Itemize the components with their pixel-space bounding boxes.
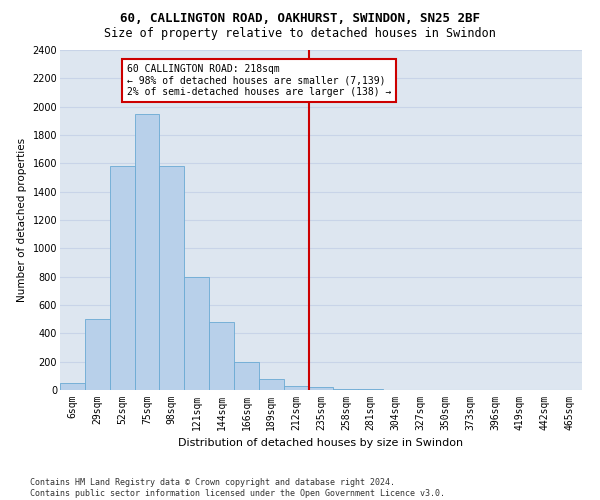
Text: Contains HM Land Registry data © Crown copyright and database right 2024.
Contai: Contains HM Land Registry data © Crown c… xyxy=(30,478,445,498)
Bar xyxy=(160,166,184,390)
Bar xyxy=(85,319,110,390)
Bar xyxy=(209,322,234,390)
Text: 60, CALLINGTON ROAD, OAKHURST, SWINDON, SN25 2BF: 60, CALLINGTON ROAD, OAKHURST, SWINDON, … xyxy=(120,12,480,26)
X-axis label: Distribution of detached houses by size in Swindon: Distribution of detached houses by size … xyxy=(178,438,464,448)
Bar xyxy=(60,383,85,390)
Text: Size of property relative to detached houses in Swindon: Size of property relative to detached ho… xyxy=(104,28,496,40)
Text: 60 CALLINGTON ROAD: 218sqm
← 98% of detached houses are smaller (7,139)
2% of se: 60 CALLINGTON ROAD: 218sqm ← 98% of deta… xyxy=(127,64,391,98)
Bar xyxy=(110,166,134,390)
Bar xyxy=(134,114,160,390)
Bar xyxy=(284,386,308,390)
Bar xyxy=(234,362,259,390)
Bar xyxy=(308,387,334,390)
Bar xyxy=(184,276,209,390)
Bar xyxy=(259,378,284,390)
Y-axis label: Number of detached properties: Number of detached properties xyxy=(17,138,27,302)
